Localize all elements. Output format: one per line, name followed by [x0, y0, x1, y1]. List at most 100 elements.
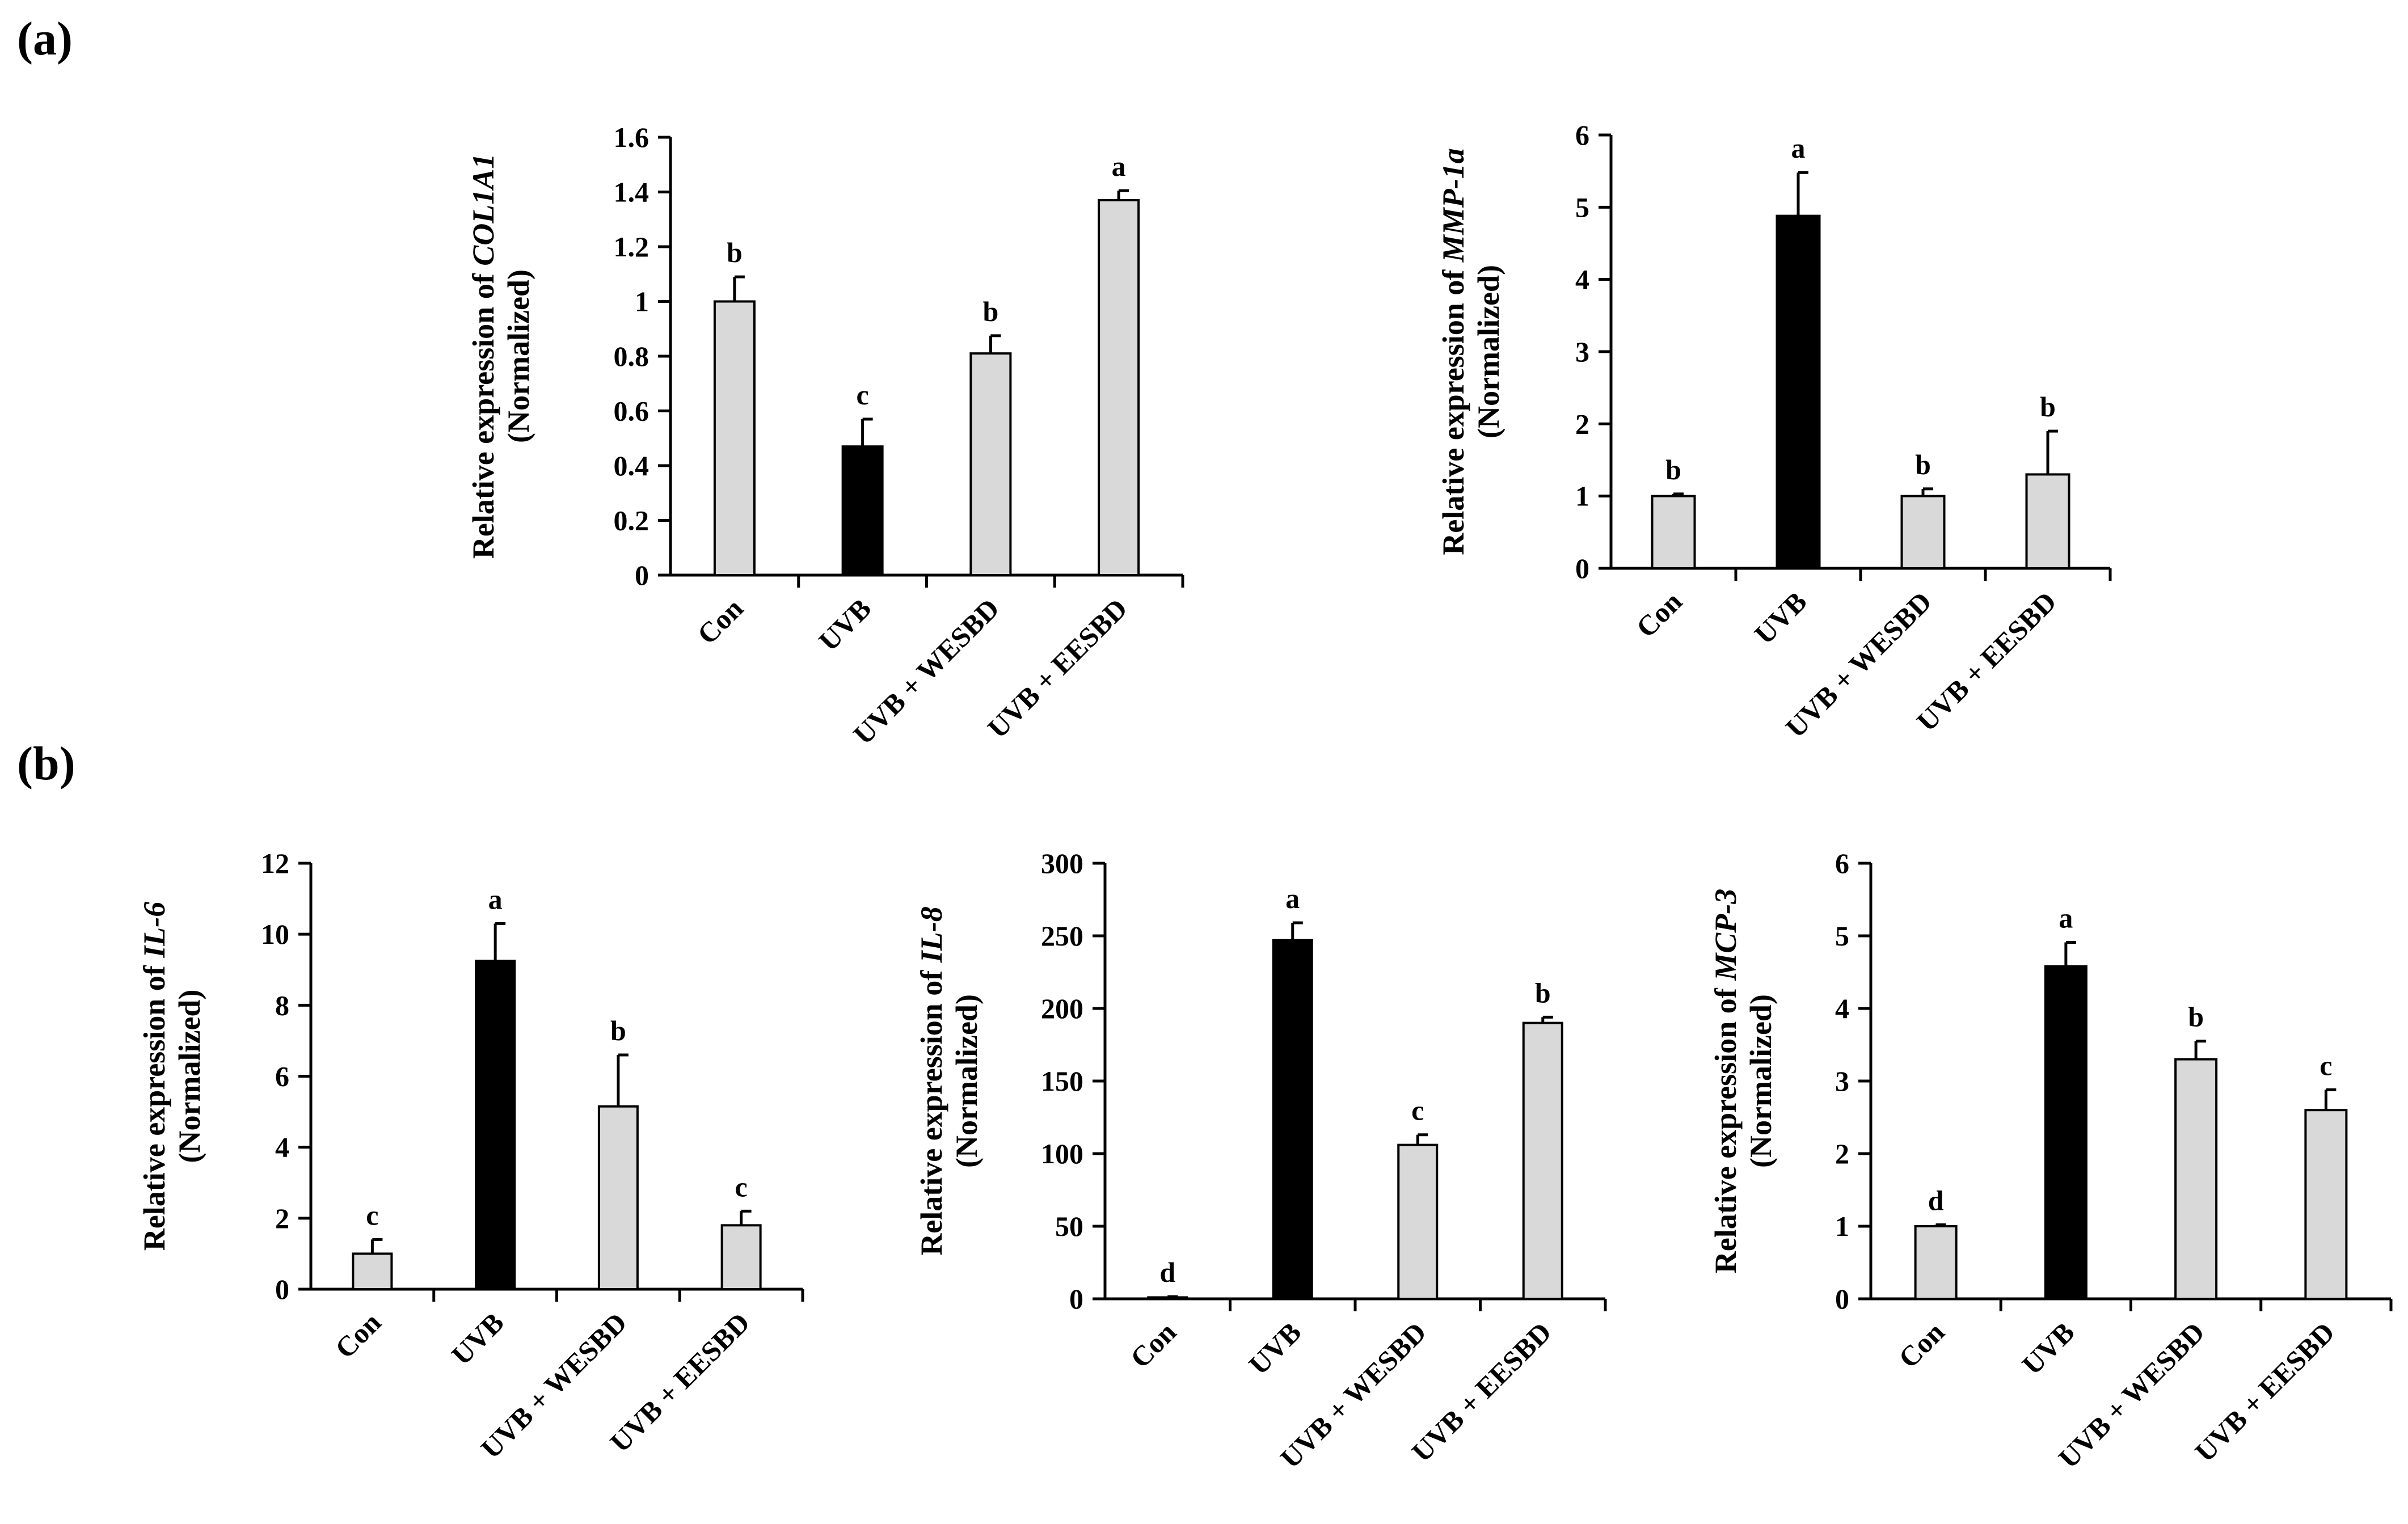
significance-letter: c: [1411, 1095, 1424, 1126]
y-tick-label: 4: [1575, 264, 1589, 295]
y-tick-label: 1.4: [614, 176, 650, 208]
panel-label-a: (a): [17, 12, 73, 65]
y-axis-label: Relative expression of COL1A1: [466, 154, 500, 559]
y-axis-label-gene: IL-8: [914, 906, 948, 963]
significance-letter: c: [2320, 1049, 2332, 1081]
y-tick-label: 0.6: [614, 395, 650, 427]
y-axis-label: Relative expression of MMP-1a: [1436, 148, 1470, 555]
y-tick-label: 250: [1041, 920, 1083, 952]
y-axis-label-prefix: Relative expression of: [1436, 262, 1470, 555]
significance-letter: a: [1112, 150, 1126, 182]
significance-letter: a: [1285, 883, 1300, 914]
bar: [713, 300, 756, 576]
bar: [475, 960, 516, 1290]
significance-letter: c: [366, 1199, 378, 1231]
y-tick-label: 50: [1055, 1210, 1083, 1242]
y-axis-label-normalized: (Normalized): [1471, 265, 1505, 438]
significance-letter: a: [1791, 132, 1806, 164]
y-tick-label: 200: [1041, 993, 1083, 1024]
bar: [2174, 1058, 2218, 1300]
x-category-label: Con: [691, 592, 749, 651]
significance-letter: c: [735, 1171, 748, 1202]
significance-letter: b: [1665, 454, 1681, 486]
y-axis-label: Relative expression of IL-8: [914, 906, 948, 1255]
bar: [969, 352, 1012, 576]
x-category-label: UVB: [812, 592, 877, 657]
y-tick-label: 150: [1041, 1065, 1083, 1097]
significance-letter: b: [1535, 977, 1551, 1008]
significance-letter: a: [488, 883, 503, 915]
bar: [1651, 495, 1696, 570]
y-tick-label: 4: [1835, 993, 1849, 1024]
x-category-label: UVB: [2015, 1316, 2080, 1381]
y-axis-label-normalized: (Normalized): [172, 990, 206, 1163]
significance-letter: d: [1159, 1256, 1175, 1288]
y-axis-label-normalized: (Normalized): [501, 269, 535, 443]
y-axis-label-gene: MMP-1a: [1436, 148, 1470, 263]
y-tick-label: 100: [1041, 1138, 1083, 1170]
significance-letter: b: [1915, 449, 1931, 480]
x-category-label: UVB: [1748, 585, 1813, 650]
y-axis-label-prefix: Relative expression of: [914, 962, 948, 1255]
y-tick-label: 8: [275, 989, 289, 1021]
y-tick-label: 1: [635, 286, 649, 318]
y-tick-label: 2: [1575, 408, 1589, 440]
y-axis-label-gene: COL1A1: [466, 154, 500, 266]
bar: [1900, 495, 1946, 570]
y-tick-label: 1.2: [614, 231, 650, 263]
significance-letter: a: [2059, 902, 2073, 934]
y-axis-label-gene: MCP-3: [1709, 889, 1743, 981]
y-axis-label-prefix: Relative expression of: [137, 958, 171, 1251]
x-category-label: Con: [329, 1306, 387, 1365]
y-tick-label: 2: [1835, 1138, 1849, 1170]
y-axis-label: Relative expression of IL-6: [137, 902, 171, 1251]
y-axis-label-normalized: (Normalized): [950, 994, 984, 1168]
bar: [2044, 965, 2088, 1300]
bar: [1397, 1143, 1439, 1300]
y-axis-label: Relative expression of MCP-3: [1709, 889, 1743, 1273]
x-category-label: UVB: [445, 1306, 510, 1371]
bar: [352, 1252, 393, 1291]
bar: [2304, 1109, 2348, 1300]
x-category-label: UVB: [1242, 1316, 1307, 1381]
x-category-label: Con: [1124, 1316, 1183, 1374]
y-tick-label: 0: [275, 1273, 289, 1305]
y-axis-label-normalized: (Normalized): [1744, 994, 1778, 1168]
y-tick-label: 0: [1575, 552, 1589, 584]
significance-letter: b: [2040, 391, 2056, 423]
y-tick-label: 6: [275, 1061, 289, 1092]
x-category-label: Con: [1892, 1316, 1951, 1374]
significance-letter: b: [2188, 1001, 2204, 1033]
bar: [1522, 1021, 1563, 1300]
y-tick-label: 6: [1835, 847, 1849, 879]
y-tick-label: 0.4: [614, 450, 650, 482]
y-tick-label: 4: [275, 1132, 289, 1163]
y-tick-label: 0: [1069, 1283, 1083, 1315]
significance-letter: b: [727, 237, 743, 268]
y-tick-label: 6: [1575, 119, 1589, 151]
y-tick-label: 300: [1041, 847, 1083, 879]
bar: [2025, 473, 2070, 570]
y-tick-label: 2: [275, 1202, 289, 1234]
y-tick-label: 3: [1575, 336, 1589, 368]
y-tick-label: 10: [261, 918, 289, 950]
y-axis-label-prefix: Relative expression of: [1709, 981, 1743, 1273]
y-tick-label: 1: [1575, 480, 1589, 512]
y-axis-label-gene: IL-6: [137, 902, 171, 959]
x-category-label: Con: [1630, 585, 1688, 644]
significance-letter: b: [610, 1015, 626, 1046]
y-tick-label: 1.6: [614, 121, 650, 153]
x-category-label: UVB + EESBD: [2188, 1316, 2340, 1468]
y-axis-label-prefix: Relative expression of: [466, 266, 500, 559]
significance-letter: c: [857, 379, 869, 411]
bar: [597, 1105, 639, 1290]
bar: [720, 1224, 762, 1291]
bar: [1272, 939, 1313, 1301]
bar: [1776, 214, 1821, 569]
y-tick-label: 5: [1575, 191, 1589, 223]
y-tick-label: 0: [1835, 1283, 1849, 1315]
significance-letter: b: [982, 295, 998, 327]
y-tick-label: 5: [1835, 920, 1849, 952]
